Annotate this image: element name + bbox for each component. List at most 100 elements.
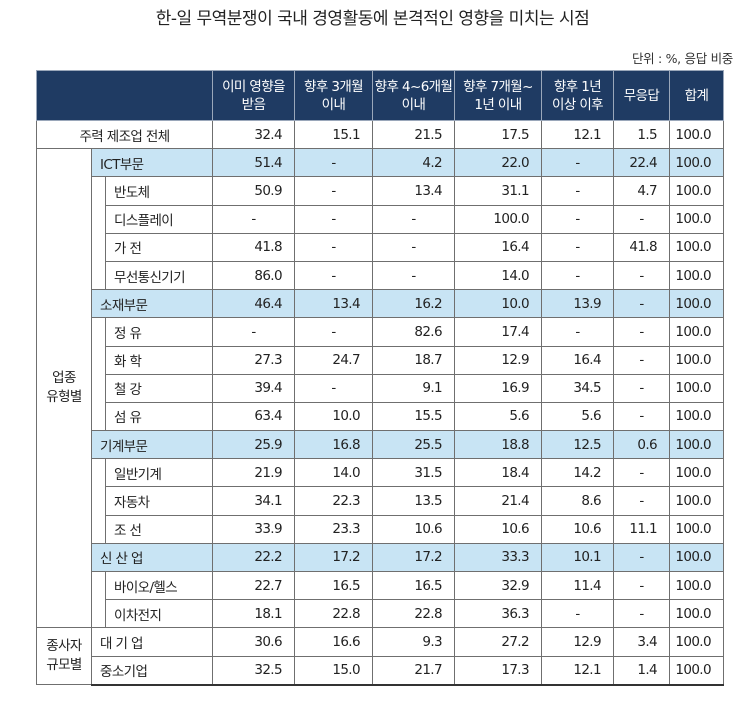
- indent-spacer: [91, 233, 106, 262]
- table-cell: 9.1: [372, 373, 455, 403]
- table-cell: 22.3: [294, 486, 373, 516]
- row-label: 조 선: [105, 514, 213, 544]
- table-cell: 100.0: [669, 345, 724, 375]
- row-label: 무선통신기기: [105, 260, 213, 291]
- table-cell: 32.5: [212, 655, 295, 686]
- table-cell: 39.4: [212, 373, 295, 403]
- table-cell: 14.2: [541, 458, 614, 488]
- table-cell: 14.0: [294, 458, 373, 488]
- table-cell: -: [613, 570, 670, 601]
- row-label: 주력 제조업 전체: [36, 119, 213, 150]
- table-cell: -: [294, 232, 373, 262]
- table-cell: -: [294, 148, 373, 178]
- section-label: 기계부문: [91, 430, 213, 460]
- table-cell: 100.0: [669, 542, 724, 573]
- table-cell: 100.0: [454, 204, 542, 234]
- group-label-line: 업종: [52, 370, 76, 387]
- table-cell: 22.7: [212, 570, 295, 601]
- row-label: 가 전: [105, 232, 213, 262]
- table-cell: 22.8: [372, 599, 455, 629]
- table-row: 자동차 34.1 22.3 13.5 21.4 8.6-100.0: [37, 486, 724, 516]
- table-cell: 12.5: [541, 430, 614, 460]
- group-label-line: 종사자: [46, 638, 82, 655]
- table-cell: 100.0: [669, 486, 724, 516]
- table-cell: 4.7: [613, 176, 670, 206]
- table-cell: 100.0: [669, 655, 724, 686]
- table-cell: 46.4: [212, 289, 295, 319]
- table-cell: 100.0: [669, 458, 724, 488]
- table-cell: -: [294, 204, 373, 234]
- table-cell: 21.5: [372, 119, 455, 150]
- data-table: 이미 영향을 받음 향후 3개월 이내 향후 4~6개월 이내 향후 7개월~ 1년 이내 향후…: [36, 70, 724, 686]
- table-row: 주력 제조업 전체 32.4 15.1 21.5 17.5 12.1 1.5 100.0: [36, 119, 724, 150]
- table-cell: 100.0: [669, 119, 724, 150]
- table-cell: 25.9: [212, 430, 295, 460]
- table-cell: -: [541, 232, 614, 262]
- table-cell: -: [613, 458, 670, 488]
- indent-spacer: [91, 205, 106, 234]
- table-row: 정 유 - -82.6 17.4- -100.0: [37, 317, 724, 347]
- table-cell: 15.1: [294, 119, 373, 150]
- table-cell: -: [613, 260, 670, 291]
- table-cell: -: [541, 176, 614, 206]
- column-header-line: 향후 1년: [553, 78, 602, 95]
- row-label: 디스플레이: [105, 204, 213, 234]
- table-cell: -: [294, 260, 373, 291]
- column-header-line: 이내: [401, 96, 426, 113]
- table-cell: 11.1: [613, 514, 670, 544]
- table-cell: 27.2: [454, 627, 542, 657]
- indent-spacer: [91, 458, 106, 487]
- table-cell: 22.0: [454, 148, 542, 178]
- table-cell: 18.8: [454, 430, 542, 460]
- table-cell: 17.3: [454, 655, 542, 686]
- unit-note: 단위 : %, 응답 비중: [631, 51, 733, 66]
- column-header-line: 이미 영향을: [222, 78, 285, 95]
- table-cell: 16.8: [294, 430, 373, 460]
- table-cell: -: [294, 373, 373, 403]
- table-cell: -: [372, 260, 455, 291]
- row-label: 화 학: [105, 345, 213, 375]
- table-cell: 22.8: [294, 599, 373, 629]
- table-cell: 86.0: [212, 260, 295, 291]
- table-cell: 100.0: [669, 260, 724, 291]
- table-cell: 13.5: [372, 486, 455, 516]
- table-cell: 33.3: [454, 542, 542, 573]
- row-label: 일반기계: [105, 458, 213, 488]
- table-row: 업종 유형별 ICT부문 51.4-4.2 22.0-22.4 100.0: [36, 148, 724, 629]
- table-cell: -: [372, 232, 455, 262]
- column-header: 향후 4~6개월 이내: [372, 70, 455, 121]
- table-cell: 16.4: [454, 232, 542, 262]
- column-header-line: 이상 이후: [552, 96, 604, 113]
- indent-spacer: [91, 261, 106, 291]
- column-header-line: 1년 이내: [474, 96, 522, 113]
- table-cell: 100.0: [669, 430, 724, 460]
- table-cell: -: [613, 599, 670, 629]
- table-row: 반도체 50.9-13.4 31.1-4.7 100.0: [37, 176, 724, 206]
- table-cell: -: [212, 204, 295, 234]
- table-cell: 100.0: [669, 232, 724, 262]
- column-header-line: 무응답: [623, 87, 660, 104]
- table-row: 종사자 규모별 대 기 업 30.6 16.6 9.3 27.2 12.9 3.4 100.0: [36, 627, 724, 686]
- table-row: 바이오/헬스 22.7 16.5 16.5 32.9 11.4-100.0: [37, 570, 724, 601]
- table-cell: 16.6: [294, 627, 373, 657]
- table-cell: 8.6: [541, 486, 614, 516]
- table-cell: 12.9: [541, 627, 614, 657]
- table-cell: 34.5: [541, 373, 614, 403]
- table-cell: 12.1: [541, 119, 614, 150]
- table-cell: 13.9: [541, 289, 614, 319]
- table-cell: 12.9: [454, 345, 542, 375]
- table-cell: 5.6: [454, 401, 542, 432]
- table-cell: 100.0: [669, 289, 724, 319]
- table-cell: 100.0: [669, 514, 724, 544]
- table-cell: -: [613, 373, 670, 403]
- section-label: 소재부문: [91, 289, 213, 319]
- table-cell: -: [613, 204, 670, 234]
- table-cell: 1.4: [613, 655, 670, 686]
- table-cell: 100.0: [669, 599, 724, 629]
- table-row: 기계부문 25.9 16.8 25.5 18.8 12.5 0.6 100.0: [37, 430, 724, 460]
- table-row: 가 전 41.8- -16.4-41.8 100.0: [37, 232, 724, 262]
- table-cell: 1.5: [613, 119, 670, 150]
- table-cell: 10.6: [454, 514, 542, 544]
- table-cell: 25.5: [372, 430, 455, 460]
